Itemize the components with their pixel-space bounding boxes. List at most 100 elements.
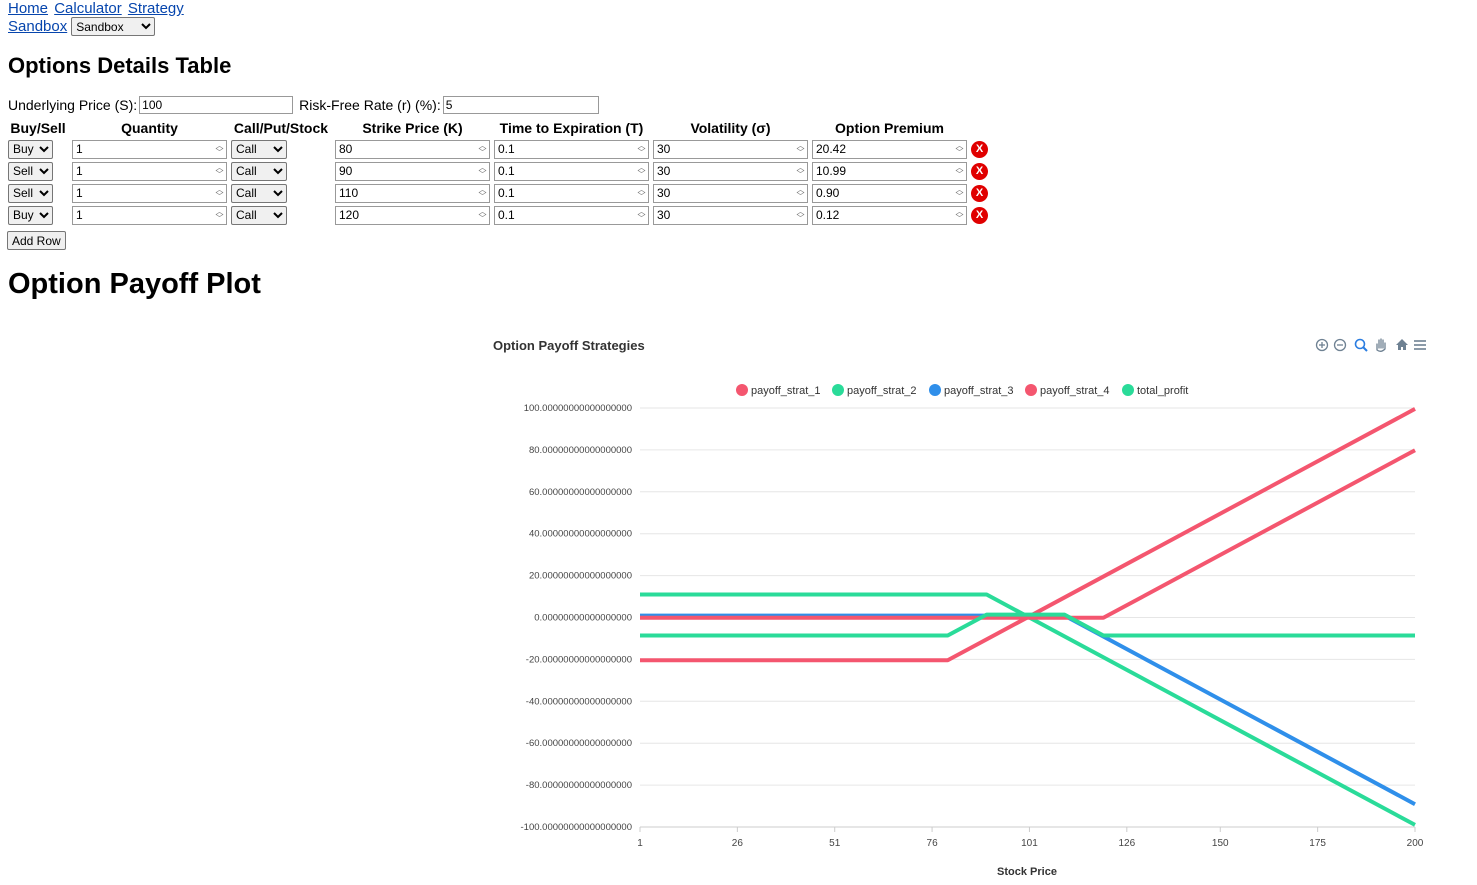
pan-hand-icon[interactable] xyxy=(1376,338,1386,352)
legend-marker-icon xyxy=(929,384,941,396)
delete-row-button[interactable]: X xyxy=(971,206,988,224)
nav-link-home[interactable]: Home xyxy=(8,0,49,17)
spinner-icon[interactable]: ︿ ﹀ xyxy=(955,184,964,201)
strike-input[interactable]: 120 ︿ ﹀ xyxy=(335,205,490,225)
cell-delete: X xyxy=(969,204,993,226)
spinner-icon[interactable]: ︿ ﹀ xyxy=(215,184,224,201)
spinner-icon[interactable]: ︿ ﹀ xyxy=(478,184,487,201)
x-axis: 1 26 51 76 101 126 150 175 200 xyxy=(637,826,1424,849)
cell-strike: 90 ︿ ﹀ xyxy=(333,160,492,182)
y-tick-label: 60.00000000000000000 xyxy=(529,487,632,498)
premium-input[interactable]: 0.12 ︿ ﹀ xyxy=(812,205,967,225)
spinner-icon[interactable]: ︿ ﹀ xyxy=(478,162,487,179)
spinner-icon[interactable]: ︿ ﹀ xyxy=(955,206,964,223)
premium-input[interactable]: 10.99 ︿ ﹀ xyxy=(812,161,967,181)
strike-input[interactable]: 80 ︿ ﹀ xyxy=(335,139,490,159)
spinner-icon[interactable]: ︿ ﹀ xyxy=(637,140,646,157)
header-quantity: Quantity xyxy=(121,119,178,136)
risk-free-rate-label: Risk-Free Rate (r) (%): xyxy=(299,97,441,113)
buy-sell-select[interactable]: Sell xyxy=(8,161,53,181)
volatility-input[interactable]: 30 ︿ ﹀ xyxy=(653,205,808,225)
strike-input[interactable]: 110 ︿ ﹀ xyxy=(335,183,490,203)
buy-sell-select[interactable]: Buy xyxy=(8,205,53,225)
menu-icon[interactable] xyxy=(1414,340,1426,350)
spinner-icon[interactable]: ︿ ﹀ xyxy=(215,140,224,157)
legend-item[interactable]: payoff_strat_2 xyxy=(832,384,917,397)
volatility-value: 30 xyxy=(657,207,671,222)
volatility-input[interactable]: 30 ︿ ﹀ xyxy=(653,139,808,159)
cell-volatility: 30 ︿ ﹀ xyxy=(651,160,810,182)
legend-item[interactable]: payoff_strat_4 xyxy=(1025,384,1110,397)
spinner-icon[interactable]: ︿ ﹀ xyxy=(637,162,646,179)
spinner-icon[interactable]: ︿ ﹀ xyxy=(215,206,224,223)
premium-input[interactable]: 0.90 ︿ ﹀ xyxy=(812,183,967,203)
strike-input[interactable]: 90 ︿ ﹀ xyxy=(335,161,490,181)
y-tick-label: 100.00000000000000000 xyxy=(524,403,632,414)
spinner-icon[interactable]: ︿ ﹀ xyxy=(955,162,964,179)
quantity-input[interactable]: 1 ︿ ﹀ xyxy=(72,205,227,225)
parameters-row: Underlying Price (S): Risk-Free Rate (r)… xyxy=(8,96,599,114)
risk-free-rate-input[interactable] xyxy=(442,96,599,114)
y-tick-label: -80.00000000000000000 xyxy=(526,780,632,791)
spinner-icon[interactable]: ︿ ﹀ xyxy=(637,206,646,223)
spinner-icon[interactable]: ︿ ﹀ xyxy=(478,206,487,223)
x-tick-label: 51 xyxy=(829,838,841,849)
delete-row-button[interactable]: X xyxy=(971,162,988,180)
quantity-input[interactable]: 1 ︿ ﹀ xyxy=(72,183,227,203)
spinner-icon[interactable]: ︿ ﹀ xyxy=(637,184,646,201)
cell-type: Call xyxy=(229,182,333,204)
volatility-input[interactable]: 30 ︿ ﹀ xyxy=(653,183,808,203)
option-type-select[interactable]: Call xyxy=(231,183,287,203)
nav-link-calculator[interactable]: Calculator xyxy=(54,0,122,17)
spinner-icon[interactable]: ︿ ﹀ xyxy=(796,206,805,223)
chart-legend: payoff_strat_1 payoff_strat_2 payoff_strat… xyxy=(736,384,1188,397)
premium-value: 0.12 xyxy=(816,207,840,222)
time-input[interactable]: 0.1 ︿ ﹀ xyxy=(494,183,649,203)
option-type-select[interactable]: Call xyxy=(231,161,287,181)
spinner-icon[interactable]: ︿ ﹀ xyxy=(796,184,805,201)
cell-volatility: 30 ︿ ﹀ xyxy=(651,182,810,204)
spinner-icon[interactable]: ︿ ﹀ xyxy=(796,140,805,157)
legend-marker-icon xyxy=(1025,384,1037,396)
option-type-select[interactable]: Call xyxy=(231,139,287,159)
mode-select[interactable]: Sandbox xyxy=(71,17,156,36)
volatility-value: 30 xyxy=(657,185,671,200)
cell-volatility: 30 ︿ ﹀ xyxy=(651,138,810,160)
time-input[interactable]: 0.1 ︿ ﹀ xyxy=(494,161,649,181)
cell-buy-sell: Buy xyxy=(6,204,70,226)
table-row: Buy 1 ︿ ﹀ Call 80 ︿ ﹀ 0.1 ︿ ﹀ 30 ︿ ﹀ 20.42 ︿ ﹀ X xyxy=(6,138,993,160)
quantity-input[interactable]: 1 ︿ ﹀ xyxy=(72,139,227,159)
buy-sell-select[interactable]: Sell xyxy=(8,183,53,203)
delete-row-button[interactable]: X xyxy=(971,140,988,158)
chart-title: Option Payoff Strategies xyxy=(493,338,645,353)
nav-link-strategy[interactable]: Strategy xyxy=(127,0,184,17)
spinner-icon[interactable]: ︿ ﹀ xyxy=(955,140,964,157)
quantity-input[interactable]: 1 ︿ ﹀ xyxy=(72,161,227,181)
plot-title: Option Payoff Plot xyxy=(8,268,261,300)
header-strike: Strike Price (K) xyxy=(362,119,463,136)
spinner-icon[interactable]: ︿ ﹀ xyxy=(796,162,805,179)
cell-premium: 0.12 ︿ ﹀ xyxy=(810,204,969,226)
premium-value: 10.99 xyxy=(816,163,847,178)
spinner-icon[interactable]: ︿ ﹀ xyxy=(215,162,224,179)
delete-row-button[interactable]: X xyxy=(971,184,988,202)
time-input[interactable]: 0.1 ︿ ﹀ xyxy=(494,205,649,225)
option-type-select[interactable]: Call xyxy=(231,205,287,225)
premium-input[interactable]: 20.42 ︿ ﹀ xyxy=(812,139,967,159)
home-icon[interactable] xyxy=(1396,339,1408,350)
legend-item[interactable]: total_profit xyxy=(1122,384,1188,397)
time-input[interactable]: 0.1 ︿ ﹀ xyxy=(494,139,649,159)
table-row: Buy 1 ︿ ﹀ Call 120 ︿ ﹀ 0.1 ︿ ﹀ 30 ︿ ﹀ 0.12 ︿ ﹀ X xyxy=(6,204,993,226)
volatility-input[interactable]: 30 ︿ ﹀ xyxy=(653,161,808,181)
series-line-total_profit xyxy=(640,612,1415,638)
spinner-icon[interactable]: ︿ ﹀ xyxy=(478,140,487,157)
underlying-price-input[interactable] xyxy=(139,96,294,114)
nav-link-sandbox[interactable]: Sandbox xyxy=(8,18,68,35)
zoom-out-icon[interactable] xyxy=(1333,338,1347,352)
legend-item[interactable]: payoff_strat_1 xyxy=(736,384,821,397)
zoom-in-icon[interactable] xyxy=(1315,338,1329,352)
buy-sell-select[interactable]: Buy xyxy=(8,139,53,159)
add-row-button[interactable]: Add Row xyxy=(7,231,66,250)
selection-zoom-icon[interactable] xyxy=(1354,338,1368,352)
legend-item[interactable]: payoff_strat_3 xyxy=(929,384,1014,397)
